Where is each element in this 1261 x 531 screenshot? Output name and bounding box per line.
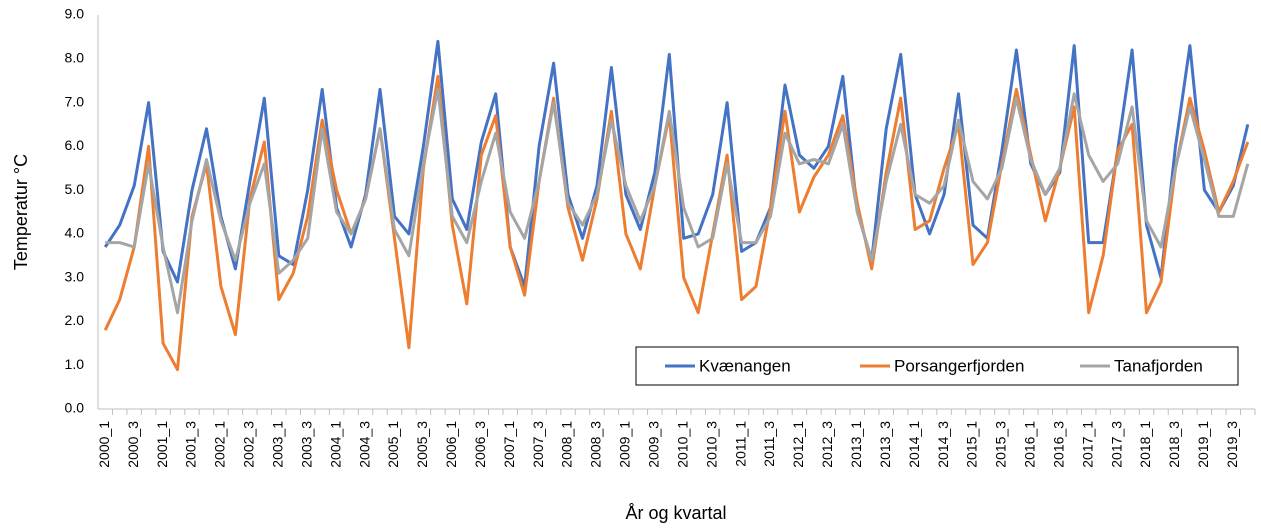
x-tick-label: 2005_3: [414, 421, 430, 468]
x-tick-label: 2018_3: [1166, 421, 1182, 468]
y-tick-label: 0.0: [65, 400, 85, 416]
x-tick-label: 2002_1: [212, 421, 228, 468]
x-tick-label: 2007_3: [530, 421, 546, 468]
x-tick-label: 2006_3: [472, 421, 488, 468]
series-line: [105, 87, 1250, 315]
x-tick-label: 2011_3: [761, 421, 777, 467]
x-tick-label: 2002_3: [241, 421, 257, 468]
x-tick-label: 2016_3: [1050, 421, 1066, 468]
x-tick-label: 2004_1: [327, 421, 343, 468]
x-tick-label: 2016_1: [1022, 421, 1038, 468]
x-axis-title: År og kvartal: [625, 503, 726, 523]
x-tick-label: 2009_1: [617, 421, 633, 468]
legend-label: Porsangerfjorden: [894, 356, 1024, 375]
x-tick-label: 2004_3: [356, 421, 372, 468]
y-tick-label: 7.0: [65, 93, 85, 109]
x-tick-label: 2003_1: [269, 421, 285, 468]
x-tick-label: 2007_1: [501, 421, 517, 468]
legend-label: Tanafjorden: [1114, 356, 1203, 375]
x-tick-label: 2015_3: [993, 421, 1009, 468]
x-tick-label: 2017_3: [1108, 421, 1124, 468]
x-tick-label: 2013_3: [877, 421, 893, 468]
x-tick-label: 2006_1: [443, 421, 459, 468]
x-tick-label: 2018_1: [1137, 421, 1153, 468]
x-tick-label: 2010_1: [674, 421, 690, 468]
x-tick-label: 2000_3: [125, 421, 141, 468]
x-tick-label: 2001_3: [183, 421, 199, 468]
x-tick-label: 2003_3: [298, 421, 314, 468]
x-tick-label: 2014_3: [935, 421, 951, 468]
x-tick-label: 2011_1: [732, 421, 748, 467]
x-tick-label: 2008_1: [559, 421, 575, 468]
series-line: [103, 74, 1250, 372]
y-tick-label: 9.0: [65, 6, 85, 22]
x-tick-label: 2012_3: [819, 421, 835, 468]
y-tick-label: 3.0: [65, 268, 85, 284]
x-tick-label: 2008_3: [588, 421, 604, 468]
x-tick-label: 2015_1: [964, 421, 980, 468]
y-tick-label: 1.0: [65, 356, 85, 372]
legend-box: [635, 346, 1239, 386]
y-tick-label: 2.0: [65, 312, 85, 328]
x-tick-label: 2014_1: [906, 421, 922, 468]
x-tick-label: 2009_3: [646, 421, 662, 468]
x-tick-label: 2012_1: [790, 421, 806, 468]
legend-label: Kvænangen: [699, 356, 791, 375]
x-tick-label: 2017_1: [1079, 421, 1095, 468]
x-tick-label: 2000_1: [96, 421, 112, 468]
y-tick-label: 6.0: [65, 137, 85, 153]
y-tick-label: 4.0: [65, 225, 85, 241]
y-axis-title: Temperatur °C: [11, 154, 31, 270]
y-tick-label: 5.0: [65, 181, 85, 197]
y-tick-label: 8.0: [65, 49, 85, 65]
x-tick-label: 2005_1: [385, 421, 401, 468]
x-tick-label: 2010_3: [703, 421, 719, 468]
x-tick-label: 2019_3: [1224, 421, 1240, 468]
x-tick-label: 2019_1: [1195, 421, 1211, 468]
x-tick-label: 2013_1: [848, 421, 864, 468]
x-tick-label: 2001_1: [154, 421, 170, 468]
